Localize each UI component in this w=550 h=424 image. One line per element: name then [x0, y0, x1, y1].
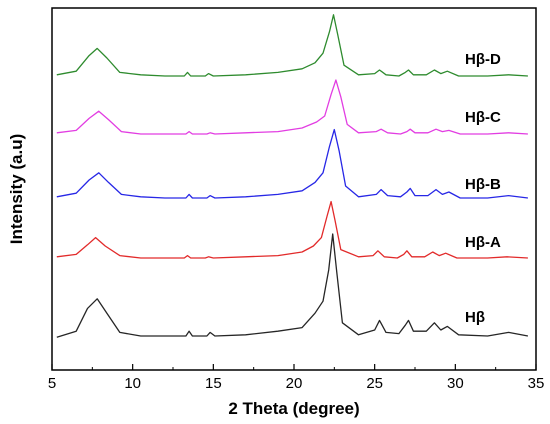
series-label: Hβ [465, 309, 485, 326]
x-tick-label: 15 [205, 375, 222, 392]
x-axis-title: 2 Theta (degree) [228, 399, 359, 418]
series-line [56, 200, 528, 259]
x-tick-label: 10 [124, 375, 141, 392]
series-label: Hβ-C [465, 109, 501, 126]
plot-frame [51, 7, 537, 371]
series-label: Hβ-D [465, 51, 501, 68]
x-tick-label: 35 [528, 375, 545, 392]
series-line [56, 79, 528, 135]
series-label: Hβ-A [465, 234, 501, 251]
x-tick-label: 30 [447, 375, 464, 392]
x-tick-label: 20 [286, 375, 303, 392]
series-line [56, 233, 529, 338]
x-tick-label: 5 [48, 375, 56, 392]
series-line [56, 14, 528, 77]
series-line [56, 128, 528, 199]
y-axis-title: Intensity (a.u) [7, 134, 26, 245]
x-tick-label: 25 [366, 375, 383, 392]
series-label: Hβ-B [465, 176, 501, 193]
